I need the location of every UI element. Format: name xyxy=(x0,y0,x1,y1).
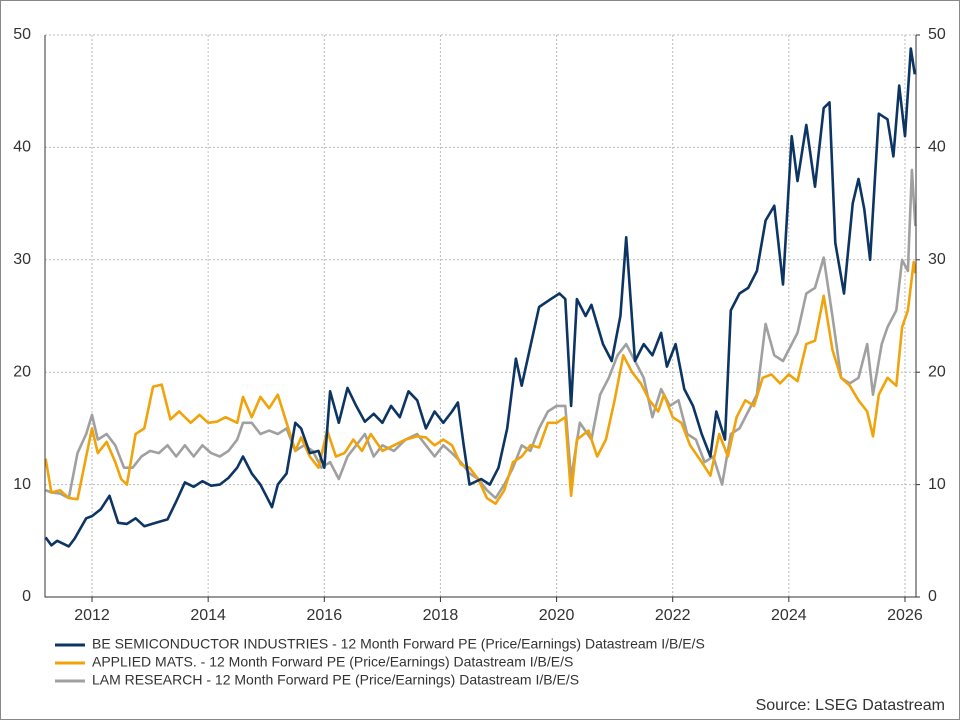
legend-label: BE SEMICONDUCTOR INDUSTRIES - 12 Month F… xyxy=(92,636,705,652)
legend-label: LAM RESEARCH - 12 Month Forward PE (Pric… xyxy=(92,672,579,688)
y-tick-label: 40 xyxy=(13,139,31,156)
series-line xyxy=(44,260,917,505)
x-tick-label: 2022 xyxy=(655,607,691,624)
series-line xyxy=(44,47,917,548)
x-tick-label: 2020 xyxy=(539,607,575,624)
y2-tick-label: 20 xyxy=(928,363,946,380)
y2-tick-label: 30 xyxy=(928,251,946,268)
y-tick-label: 0 xyxy=(22,588,31,605)
axis-frame xyxy=(44,35,917,598)
y2-tick-label: 0 xyxy=(928,588,937,605)
legend-label: APPLIED MATS. - 12 Month Forward PE (Pri… xyxy=(92,654,573,670)
source: Source: LSEG Datastream xyxy=(756,697,945,714)
x-tick-label: 2014 xyxy=(190,607,226,624)
y2-tick-label: 40 xyxy=(928,139,946,156)
y2-tick-label: 50 xyxy=(928,26,946,43)
x-tick-label: 2026 xyxy=(887,607,923,624)
x-tick-label: 2016 xyxy=(307,607,343,624)
y-tick-label: 10 xyxy=(13,476,31,493)
y-tick-label: 20 xyxy=(13,363,31,380)
axes: 0 10 20 30 40 50 0 10 20 30 40 50 2012 2014 2016 2018 20… xyxy=(13,26,946,624)
y-tick-label: 30 xyxy=(13,251,31,268)
series-line xyxy=(45,168,917,500)
x-tick-label: 2012 xyxy=(74,607,110,624)
x-tick-label: 2018 xyxy=(423,607,459,624)
lines xyxy=(44,47,917,548)
x-tick-label: 2024 xyxy=(771,607,807,624)
y2-tick-label: 10 xyxy=(928,476,946,493)
y-tick-label: 50 xyxy=(13,26,31,43)
